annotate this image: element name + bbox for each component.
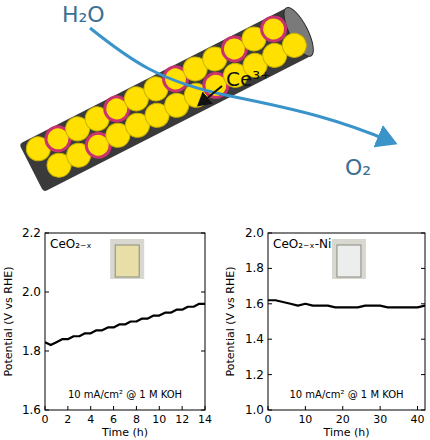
x-axis-label: Time (h) — [323, 426, 370, 439]
x-tick-label: 6 — [110, 413, 117, 426]
annotation: 10 mA/cm² @ 1 M KOH — [289, 389, 403, 400]
y-tick-label: 1.6 — [245, 297, 264, 311]
x-tick — [305, 406, 306, 410]
potential-line — [268, 300, 425, 307]
reaction-arrow — [90, 28, 392, 142]
x-tick-label: 30 — [373, 413, 387, 426]
y-axis-label: Potential (V vs RHE) — [224, 267, 237, 377]
y-tick — [201, 292, 205, 293]
y-tick — [421, 303, 425, 304]
x-tick — [90, 406, 91, 410]
y-tick-label: 2.0 — [22, 285, 41, 299]
plot-area — [45, 304, 205, 345]
photo-bg — [110, 239, 144, 279]
x-tick-label: 20 — [336, 413, 350, 426]
plot-area — [268, 300, 425, 307]
plot-frame — [268, 233, 425, 410]
label-oxygen: O₂ — [345, 155, 371, 180]
x-tick — [342, 406, 343, 410]
photo-bg — [332, 239, 366, 279]
y-tick-label: 2.2 — [22, 226, 41, 240]
beaker-photo — [332, 239, 366, 279]
y-tick — [268, 268, 272, 269]
figure: H₂O Ce³⁺ O₂ 1.6 1.8 2.0 2.2 0 2 4 6 8 10 12 14 CeO₂₋ₓ 10… — [0, 0, 430, 440]
x-axis-label: Time (h) — [101, 426, 148, 439]
y-tick — [421, 268, 425, 269]
y-tick — [45, 351, 49, 352]
plot-frame — [45, 233, 205, 410]
x-tick — [417, 406, 418, 410]
x-tick — [67, 406, 68, 410]
pointer-arrow — [200, 86, 222, 104]
y-tick — [268, 374, 272, 375]
y-tick — [201, 351, 205, 352]
x-tick — [113, 406, 114, 410]
y-tick-label: 2.0 — [245, 226, 264, 240]
chart-title: CeO₂₋ₓ-Ni — [273, 237, 331, 251]
x-tick — [136, 406, 137, 410]
x-tick-label: 40 — [411, 413, 425, 426]
rod-body — [19, 8, 311, 192]
x-tick — [380, 406, 381, 410]
y-tick — [268, 303, 272, 304]
x-tick-label: 14 — [198, 413, 212, 426]
x-tick — [159, 406, 160, 410]
y-tick — [421, 374, 425, 375]
x-tick-label: 12 — [175, 413, 189, 426]
y-tick-label: 1.2 — [245, 368, 264, 382]
x-tick-label: 2 — [64, 413, 71, 426]
y-axis-label: Potential (V vs RHE) — [2, 267, 15, 377]
x-tick — [182, 406, 183, 410]
chart: 1.6 1.8 2.0 2.2 0 2 4 6 8 10 12 14 CeO₂₋ₓ 10 mA/cm² @… — [2, 226, 212, 439]
beaker-photo — [110, 239, 144, 279]
nanorod — [19, 4, 319, 192]
x-tick-label: 0 — [42, 413, 49, 426]
y-tick-label: 1.0 — [245, 403, 264, 417]
x-tick-label: 8 — [133, 413, 140, 426]
x-tick-label: 10 — [298, 413, 312, 426]
x-tick-label: 4 — [87, 413, 94, 426]
label-ce3: Ce³⁺ — [226, 67, 271, 91]
x-tick-label: 0 — [265, 413, 272, 426]
chart-title: CeO₂₋ₓ — [50, 237, 92, 251]
y-tick-label: 1.8 — [245, 261, 264, 275]
y-tick — [268, 339, 272, 340]
potential-line — [45, 304, 205, 345]
y-tick — [45, 292, 49, 293]
beaker — [115, 245, 139, 277]
y-tick-label: 1.4 — [245, 332, 264, 346]
y-tick-label: 1.8 — [22, 344, 41, 358]
annotation: 10 mA/cm² @ 1 M KOH — [68, 389, 182, 400]
label-water: H₂O — [62, 2, 105, 27]
chart: 1.0 1.2 1.4 1.6 1.8 2.0 0 10 20 30 40 CeO₂₋ₓ-Ni 10 m… — [224, 226, 425, 439]
y-tick-label: 1.6 — [22, 403, 41, 417]
ceria-particle — [278, 29, 310, 61]
y-tick — [421, 339, 425, 340]
beaker — [337, 245, 361, 277]
x-tick-label: 10 — [152, 413, 166, 426]
